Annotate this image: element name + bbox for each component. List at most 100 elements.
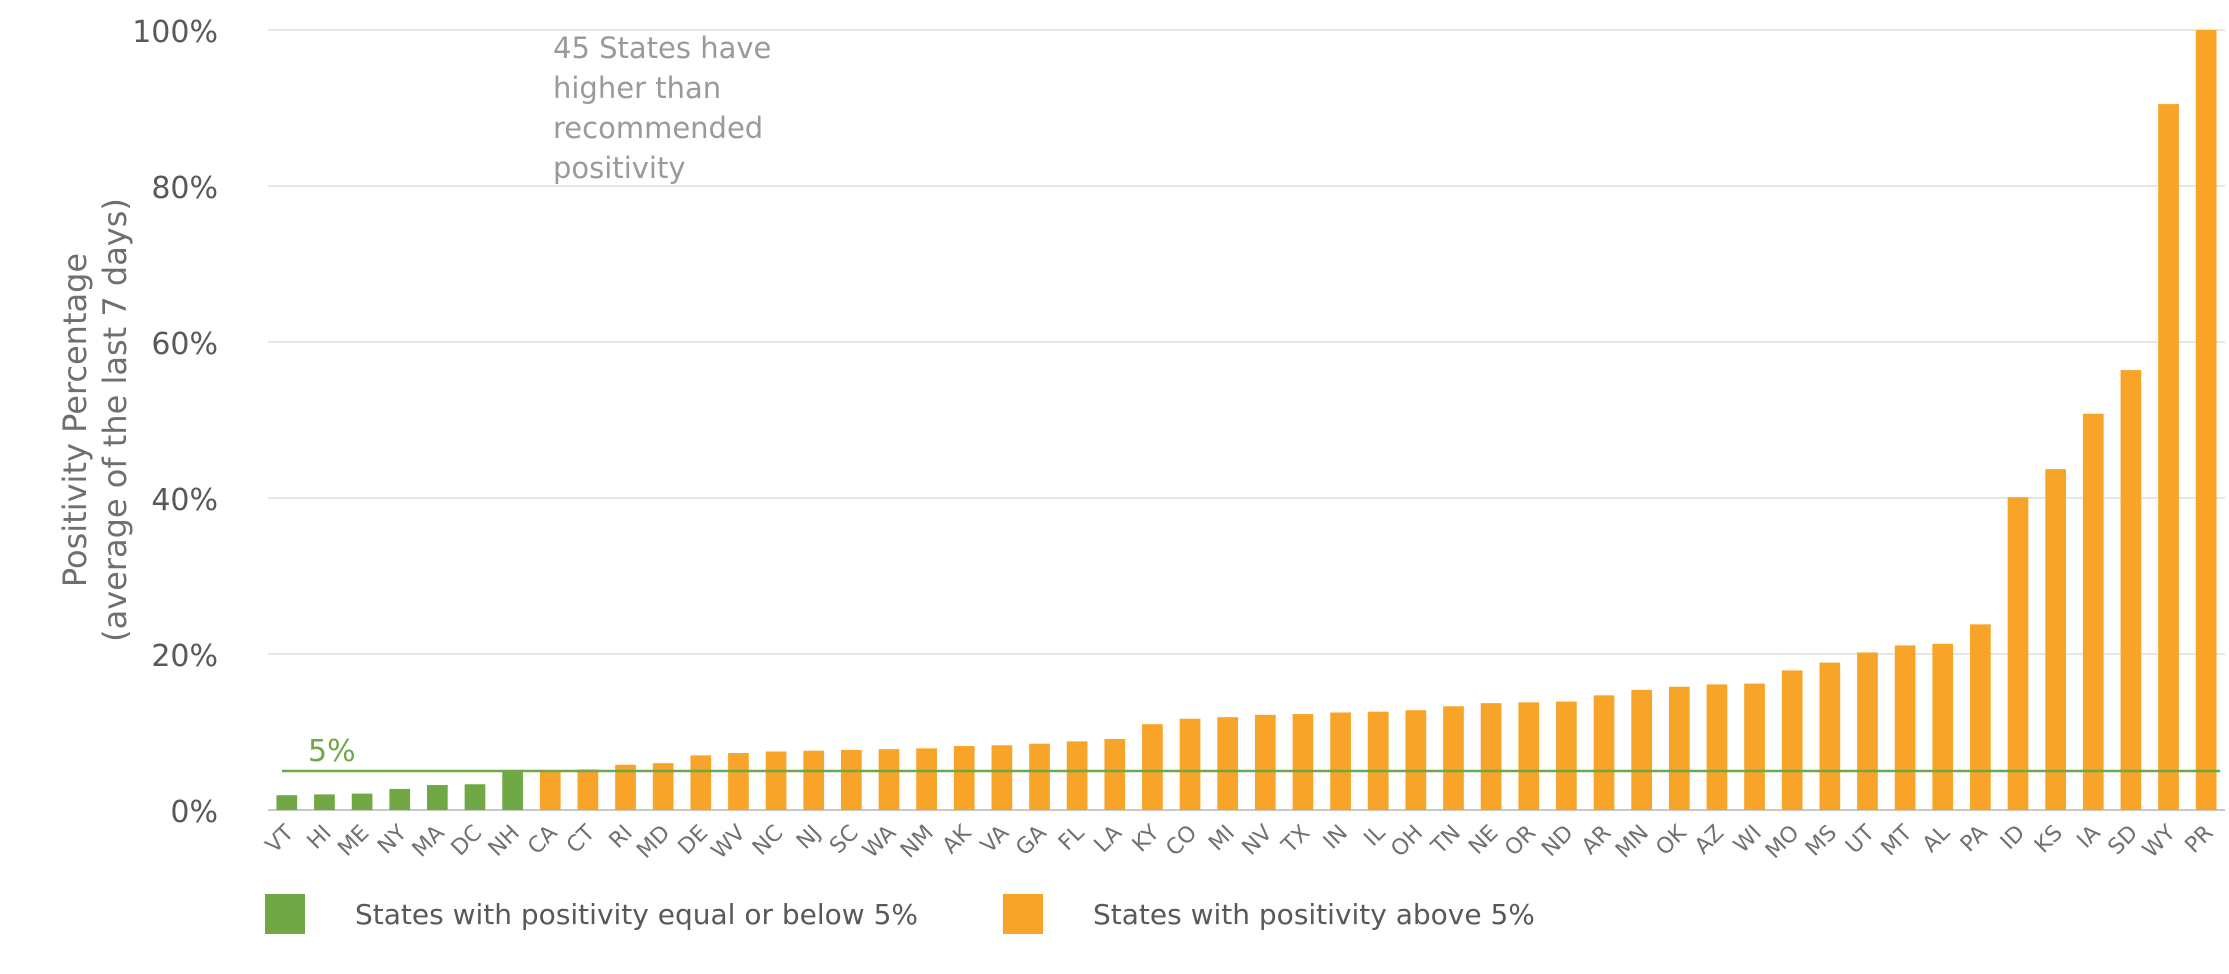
bar-ia [2082,413,2104,810]
x-tick-label: TN [1426,821,1466,861]
bar-va [991,745,1013,810]
x-tick-label: MT [1877,820,1918,861]
x-tick-label: GA [1011,821,1051,861]
bar-ri [615,764,636,810]
x-tick-label: WA [858,821,901,864]
y-tick-label: 80% [151,171,218,206]
x-tick-label: DC [447,821,488,862]
bar-tn [1443,706,1464,810]
bar-wa [878,749,900,810]
x-tick-label: MO [1761,821,1804,864]
x-tick-label: DE [674,821,713,860]
x-tick-label: VT [261,820,299,858]
bar-nc [765,751,787,810]
bar-hi [314,794,335,810]
x-tick-label: OH [1386,821,1428,863]
annotation-line-3: recommended [553,111,764,145]
x-tick-label: FL [1054,820,1090,856]
x-tick-label: KS [2030,821,2068,859]
x-tick-label: TX [1277,821,1316,860]
y-tick-label: 20% [151,639,218,674]
bar-tx [1292,714,1314,810]
bar-md [652,763,674,810]
bar-oh [1405,710,1427,810]
threshold-line-group: 5% [282,734,2220,773]
x-tick-label: IL [1360,820,1391,851]
x-tick-label: AK [938,820,977,859]
bar-az [1706,684,1728,810]
y-axis-label-line-2: (average of the last 7 days) [96,198,134,642]
y-tick-label: 100% [132,15,218,50]
x-tick-label: NE [1464,821,1503,860]
legend-swatch-above [1003,894,1043,934]
bar-fl [1066,741,1088,810]
bar-ky [1142,724,1163,810]
bar-mn [1631,689,1653,810]
annotation-line-4: positivity [553,151,686,185]
x-tick-label: NV [1238,821,1278,861]
bar-pr [2195,30,2217,810]
bars [276,30,2217,811]
bar-ok [1668,686,1690,810]
bar-ms [1819,662,1841,810]
bar-nj [803,750,825,810]
bar-nd [1556,701,1577,810]
x-tick-label: NJ [792,821,826,855]
bar-wi [1744,683,1765,810]
legend-swatch-below [265,894,305,934]
x-tick-label: PA [1956,821,1993,858]
y-tick-label: 40% [151,483,218,518]
y-tick-label: 0% [170,795,218,830]
x-tick-label: CT [562,820,600,858]
bar-ne [1480,703,1502,810]
y-tick-labels: 0% 20% 40% 60% 80% 100% [132,15,218,830]
legend-item-below: States with positivity equal or below 5% [265,894,918,934]
x-tick-label: AZ [1690,821,1729,860]
bar-al [1932,643,1954,810]
bar-ma [427,785,448,810]
bar-ny [389,788,411,810]
y-axis-label-line-1: Positivity Percentage [56,252,94,588]
x-tick-label: MS [1801,821,1842,862]
bar-sd [2120,370,2142,810]
bar-pa [1970,624,1991,810]
x-tick-label: IN [1319,821,1353,855]
x-tick-label: ND [1537,821,1578,862]
x-tick-label: MD [632,821,675,864]
x-tick-label: SD [2104,821,2144,861]
y-tick-label: 60% [151,327,218,362]
annotation: 45 States have higher than recommended p… [553,28,771,188]
x-tick-label: AR [1577,821,1616,860]
x-tick-label: OK [1651,820,1692,861]
bar-sc [840,749,862,810]
bar-de [690,755,712,810]
x-tick-label: CO [1161,821,1202,862]
bar-nv [1254,714,1276,810]
bar-id [2007,497,2029,810]
x-tick-label: NM [896,821,939,864]
bar-in [1330,712,1351,810]
bar-la [1104,739,1126,810]
bar-ga [1029,743,1050,810]
x-tick-label: ME [333,821,374,862]
legend-item-above: States with positivity above 5% [1003,894,1535,934]
x-tick-label: MI [1204,821,1240,857]
x-tick-label: ID [1996,821,2030,855]
bar-ak [953,746,975,810]
bar-ks [2045,469,2066,810]
bar-nh [502,771,523,810]
x-tick-label: AL [1918,820,1956,858]
bar-ca [539,770,561,810]
x-tick-label: WI [1729,821,1767,859]
bar-mo [1781,670,1803,810]
x-tick-label: VA [976,821,1014,859]
x-tick-label: NY [373,820,412,859]
bar-mt [1894,645,1916,810]
x-tick-label: OR [1500,821,1541,862]
bar-il [1367,711,1389,810]
x-tick-label: NC [748,821,788,861]
x-tick-label: SC [825,821,863,859]
annotation-line-2: higher than [553,71,722,105]
